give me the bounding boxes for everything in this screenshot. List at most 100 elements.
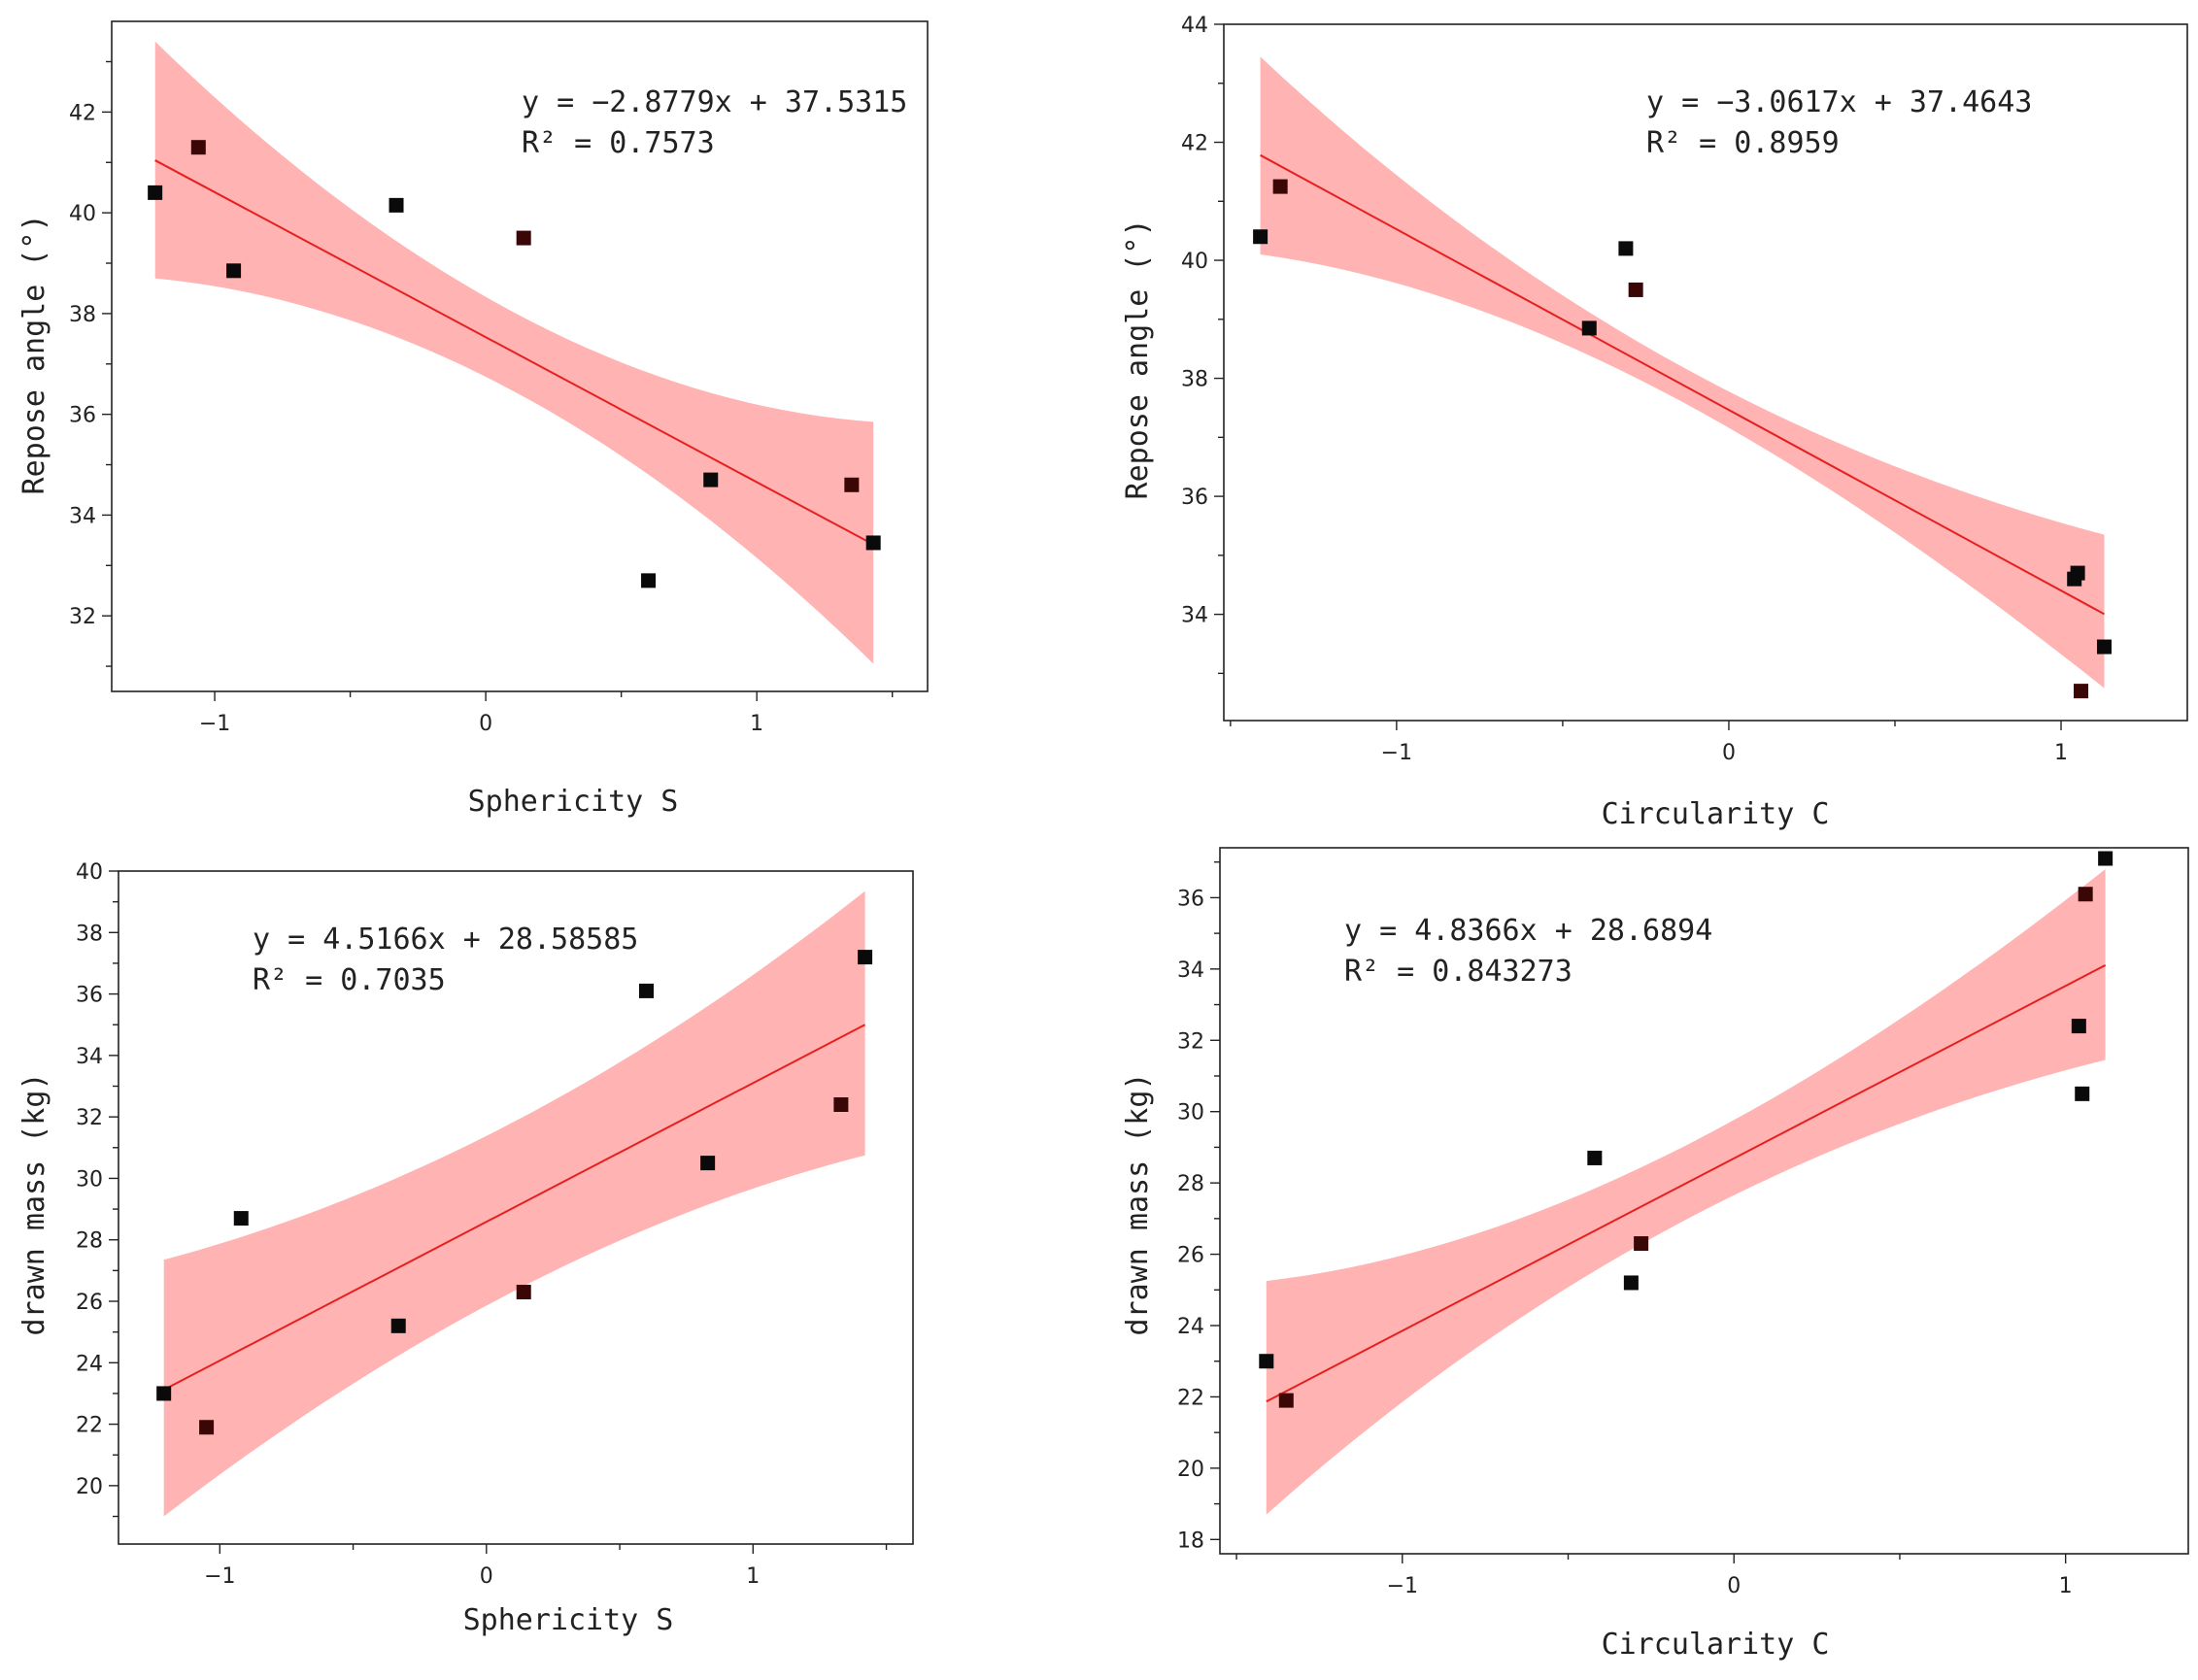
data-point [226, 263, 242, 279]
data-point [516, 1285, 531, 1300]
r-squared-value: R² = 0.8959 [1646, 126, 1840, 160]
data-point [156, 1386, 172, 1401]
y-tick-label: 34 [76, 1045, 103, 1069]
y-tick-label: 34 [1181, 604, 1208, 628]
y-tick-label: 40 [1181, 250, 1208, 274]
y-tick-label: 34 [69, 504, 96, 528]
x-tick-label: 1 [750, 712, 763, 736]
y-tick-label: 34 [1177, 958, 1204, 983]
data-point [148, 185, 163, 200]
data-point [858, 950, 873, 965]
data-point [1618, 241, 1634, 256]
y-tick-label: 26 [1177, 1244, 1204, 1268]
confidence-band [163, 890, 865, 1517]
fit-line [1260, 153, 2105, 616]
data-point [2098, 851, 2113, 866]
data-point [1587, 1150, 1603, 1165]
data-point [1259, 1354, 1274, 1369]
y-axis-label: Repose angle (°) [1121, 219, 1155, 500]
y-tick-label: 42 [69, 101, 96, 125]
confidence-band [1266, 869, 2106, 1515]
y-tick-label: 40 [76, 860, 103, 885]
data-point [700, 1156, 716, 1171]
y-tick-label: 30 [76, 1167, 103, 1192]
y-tick-label: 26 [76, 1291, 103, 1315]
data-point [2070, 565, 2085, 581]
y-axis-label: drawn mass (kg) [17, 1073, 51, 1336]
data-point [1623, 1275, 1639, 1291]
y-tick-label: 24 [76, 1352, 103, 1376]
regression-equation: y = 4.8366x + 28.6894 [1344, 914, 1712, 948]
data-point [233, 1211, 249, 1226]
y-tick-label: 20 [1177, 1458, 1204, 1482]
data-point [389, 197, 404, 213]
chart-panel-bottom-left: −1 0 1 20 22 24 26 28 30 32 34 36 38 40 Sphericity S dr… [0, 840, 1099, 1680]
chart-sphericity-drawn-mass: −1 0 1 20 22 24 26 28 30 32 34 36 38 40 Sphericity S dr… [17, 860, 914, 1637]
data-point [390, 1318, 406, 1333]
fit-line [163, 1024, 866, 1392]
r-squared-value: R² = 0.843273 [1344, 955, 1572, 989]
chart-sphericity-repose-angle: −1 0 1 32 34 36 38 40 42 Sphericity S Repose angle… [17, 20, 929, 819]
x-axis-label: Sphericity S [463, 1603, 674, 1637]
data-point [2074, 684, 2089, 699]
data-point [833, 1096, 849, 1112]
y-tick-label: 32 [1177, 1029, 1204, 1054]
y-axis-label: Repose angle (°) [17, 215, 51, 495]
x-tick-label: −1 [204, 1564, 235, 1589]
plot-frame [118, 870, 914, 1545]
y-tick-label: 22 [1177, 1386, 1204, 1410]
plot-frame [1219, 847, 2189, 1555]
y-tick-label: 38 [1181, 368, 1208, 392]
chart-panel-bottom-right: −1 0 1 18 20 22 24 26 28 30 32 34 36 Circularity C dra… [1099, 840, 2198, 1680]
r-squared-value: R² = 0.7573 [522, 126, 715, 160]
data-point [2075, 1086, 2090, 1101]
regression-equation: y = −3.0617x + 37.4643 [1646, 85, 2032, 119]
x-tick-label: 0 [479, 712, 492, 736]
x-tick-label: 0 [480, 1564, 493, 1589]
y-tick-label: 36 [69, 404, 96, 428]
fit-line [1266, 964, 2107, 1403]
data-point [1272, 179, 1288, 194]
y-axis-label: drawn mass (kg) [1121, 1073, 1155, 1336]
y-tick-label: 36 [1177, 887, 1204, 911]
y-tick-label: 28 [1177, 1172, 1204, 1196]
data-point [516, 230, 531, 246]
y-tick-label: 28 [76, 1229, 103, 1254]
x-tick-label: 1 [746, 1564, 760, 1589]
r-squared-value: R² = 0.7035 [253, 963, 446, 997]
regression-equation: y = 4.5166x + 28.58585 [253, 923, 638, 957]
data-point [844, 477, 860, 492]
y-tick-label: 44 [1181, 14, 1208, 38]
y-tick-label: 22 [76, 1414, 103, 1438]
y-tick-label: 20 [76, 1475, 103, 1499]
chart-circularity-repose-angle: −1 0 1 34 36 38 40 42 44 Circularity C Repose angl… [1121, 14, 2188, 831]
data-point [865, 535, 881, 551]
y-tick-label: 36 [76, 984, 103, 1008]
data-point [2078, 887, 2093, 902]
data-point [190, 140, 206, 155]
data-point [1634, 1236, 1649, 1252]
x-tick-label: 0 [1727, 1574, 1741, 1598]
x-axis-label: Circularity C [1602, 1628, 1830, 1662]
y-tick-label: 38 [69, 303, 96, 327]
plot-frame [111, 20, 929, 692]
data-point [199, 1420, 215, 1435]
x-axis-label: Circularity C [1602, 797, 1830, 831]
y-tick-label: 32 [69, 605, 96, 629]
x-tick-label: −1 [199, 712, 230, 736]
data-point [703, 472, 719, 487]
x-tick-label: −1 [1387, 1574, 1418, 1598]
y-tick-label: 30 [1177, 1101, 1204, 1126]
chart-panel-top-right: −1 0 1 34 36 38 40 42 44 Circularity C Repose angl… [1099, 0, 2198, 840]
fit-line [154, 159, 874, 546]
data-point [2096, 639, 2112, 655]
data-point [641, 573, 657, 588]
data-point [639, 983, 655, 998]
data-point [2071, 1019, 2086, 1034]
x-tick-label: −1 [1381, 741, 1412, 765]
y-tick-label: 36 [1181, 486, 1208, 510]
y-tick-label: 32 [76, 1106, 103, 1130]
chart-panel-top-left: −1 0 1 32 34 36 38 40 42 Sphericity S Repose angle… [0, 0, 1099, 840]
data-point [1253, 229, 1268, 245]
data-point [1581, 320, 1597, 336]
